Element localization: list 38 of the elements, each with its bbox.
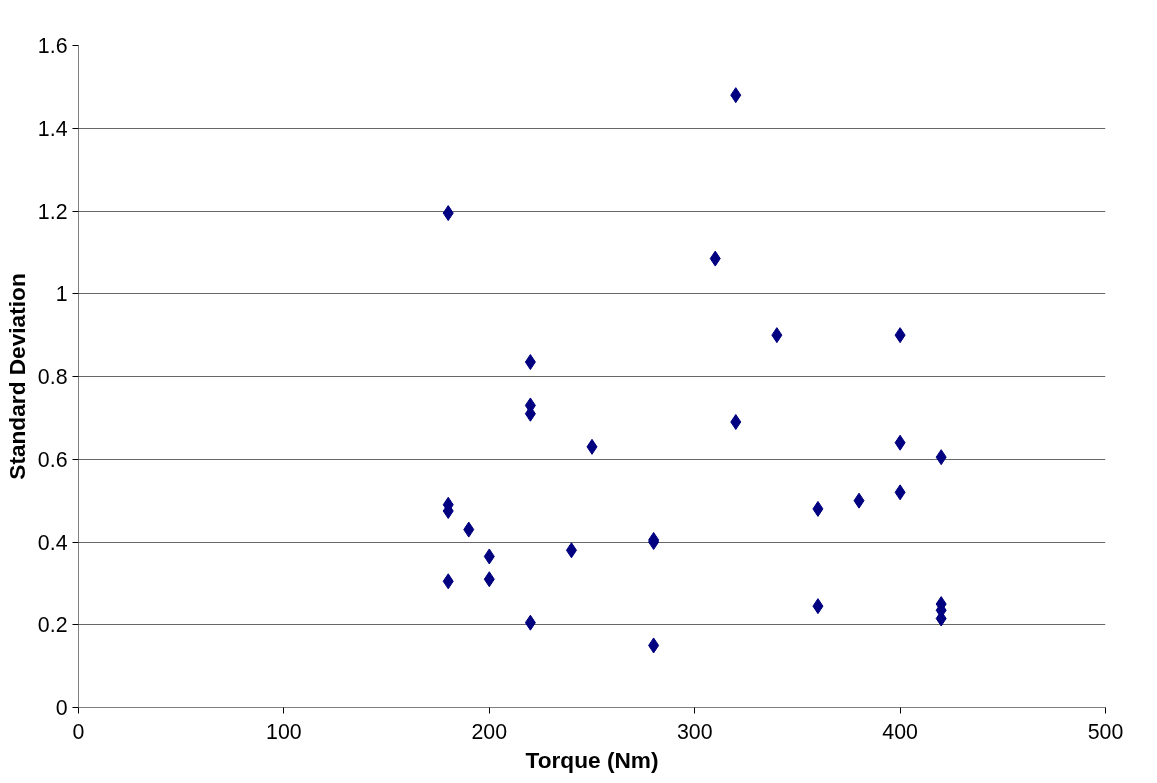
- point: [730, 87, 742, 104]
- y-tick-label: 1.4: [37, 116, 68, 141]
- point: [442, 205, 454, 222]
- point: [483, 548, 495, 565]
- point: [648, 637, 660, 654]
- x-tick-label: 400: [882, 719, 919, 744]
- point: [812, 598, 824, 615]
- point: [524, 354, 536, 371]
- point: [730, 414, 742, 431]
- x-tick-label: 0: [72, 719, 85, 744]
- point: [709, 250, 721, 267]
- point: [483, 571, 495, 588]
- point: [524, 614, 536, 631]
- point: [565, 542, 577, 559]
- y-tick-label: 1.2: [37, 199, 68, 224]
- y-tick-label: 1.6: [37, 34, 68, 58]
- x-tick-label: 500: [1087, 719, 1124, 744]
- y-tick-label: 1: [55, 282, 68, 307]
- y-tick-label: 0.8: [37, 365, 68, 389]
- x-axis-title: Torque (Nm): [525, 746, 659, 773]
- point: [894, 327, 906, 344]
- x-tick-label: 300: [676, 719, 713, 744]
- point: [853, 492, 865, 509]
- point: [894, 434, 906, 451]
- x-tick-label: 200: [471, 719, 508, 744]
- point: [442, 573, 454, 590]
- y-axis-title: Standard Deviation: [3, 273, 30, 480]
- point: [812, 500, 824, 517]
- y-tick-label: 0: [55, 696, 68, 720]
- point: [463, 521, 475, 538]
- x-tick-label: 100: [266, 719, 302, 744]
- point: [894, 484, 906, 501]
- y-tick-label: 0.2: [37, 613, 68, 638]
- point: [935, 449, 947, 466]
- point: [771, 327, 783, 344]
- y-tick-label: 0.4: [37, 530, 68, 555]
- y-tick-label: 0.6: [37, 447, 68, 472]
- point: [586, 438, 598, 455]
